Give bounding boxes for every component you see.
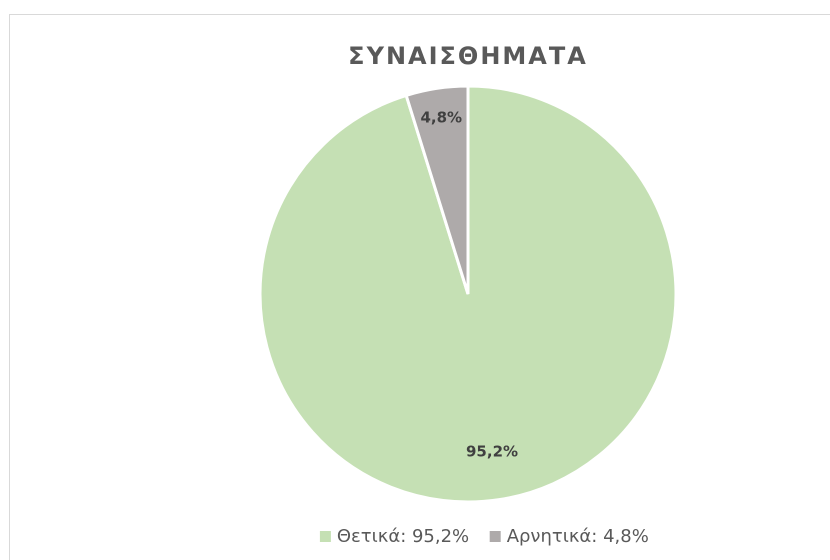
chart-title: ΣΥΝΑΙΣΘΗΜΑΤΑ (348, 42, 588, 70)
legend-label: Αρνητικά: 4,8% (507, 526, 649, 547)
legend-swatch (489, 531, 501, 542)
pie-slice (404, 84, 470, 295)
data-label: 95,2% (466, 443, 518, 461)
legend-label: Θετικά: 95,2% (337, 526, 469, 547)
legend-swatch (319, 531, 331, 542)
data-label: 4,8% (420, 109, 462, 127)
